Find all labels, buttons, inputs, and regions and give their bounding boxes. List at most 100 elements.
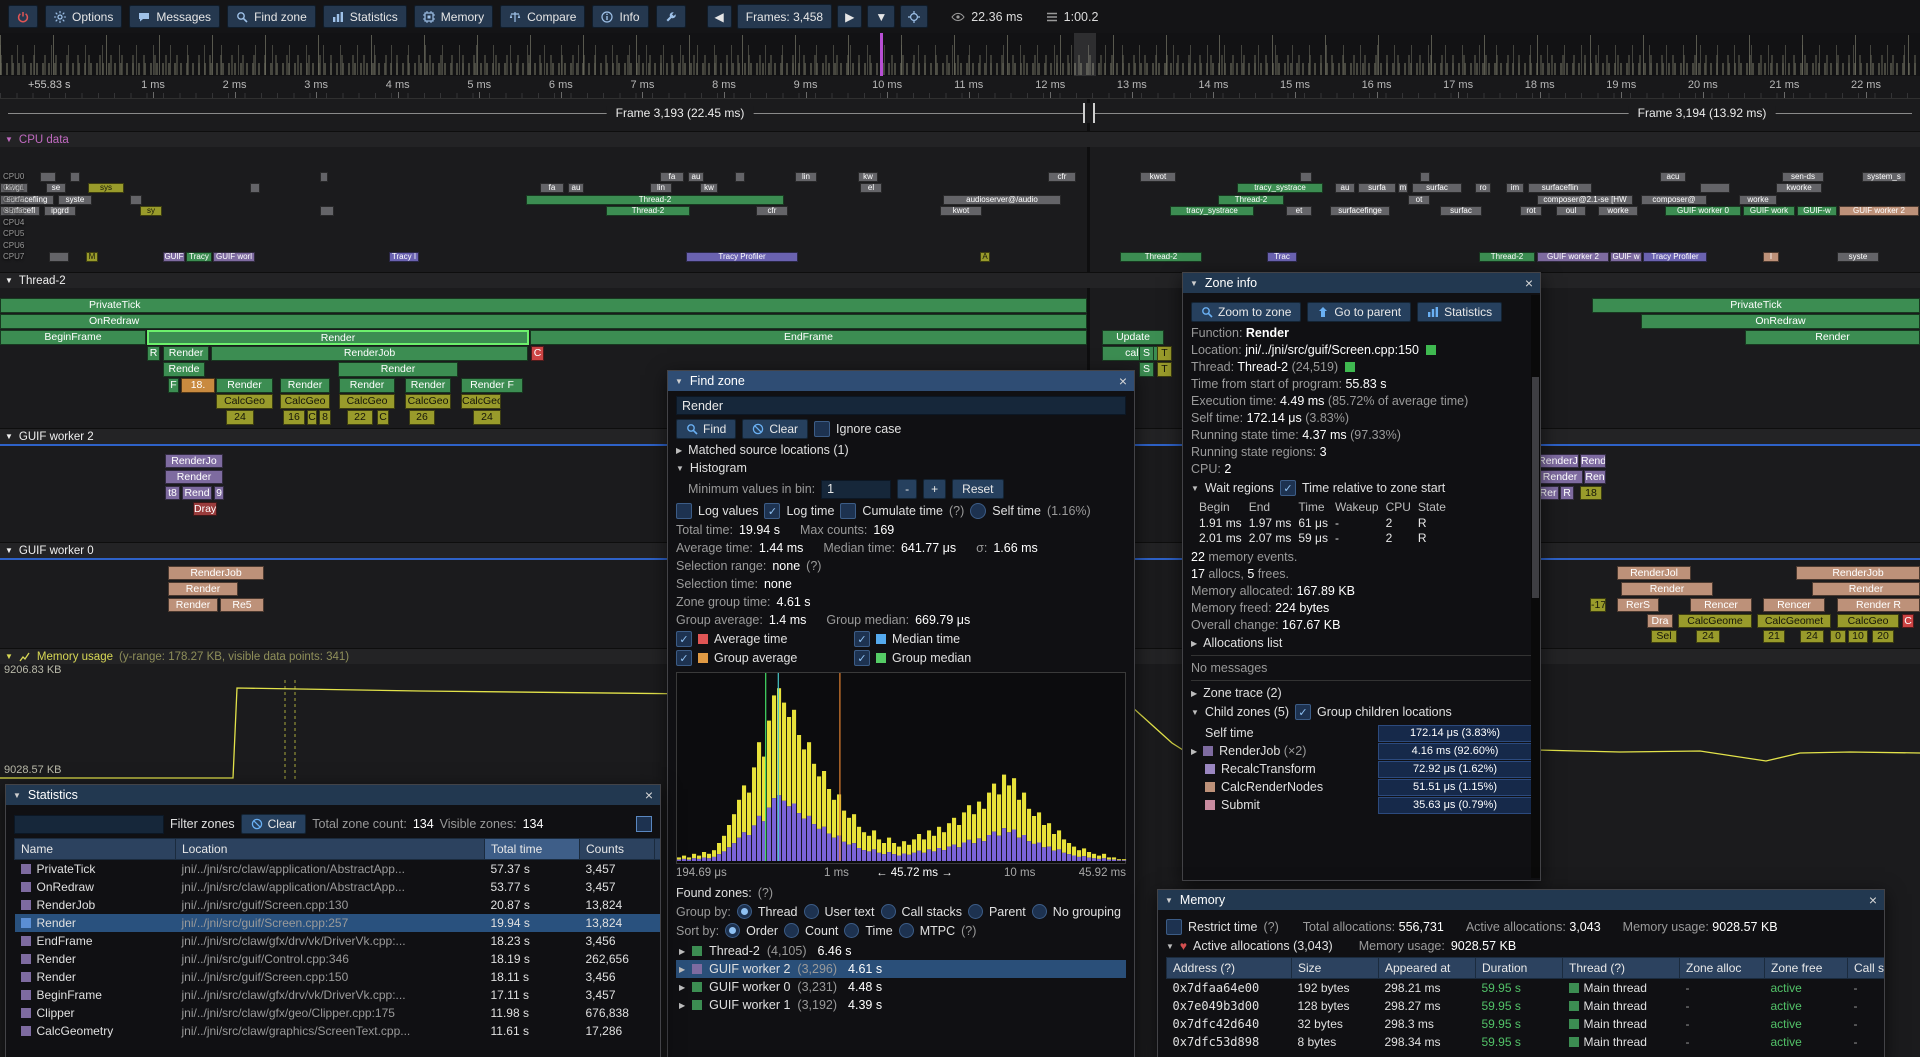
timeline-zone[interactable]: F bbox=[168, 378, 179, 393]
timeline-zone[interactable]: lin bbox=[650, 183, 672, 193]
collapse-icon[interactable]: ▼ bbox=[5, 276, 13, 285]
timeline-zone[interactable]: A bbox=[980, 252, 990, 262]
close-icon[interactable]: × bbox=[1118, 373, 1127, 389]
bin-input[interactable] bbox=[821, 479, 892, 499]
frame-label-right[interactable]: Frame 3,194 (13.92 ms) bbox=[1628, 106, 1776, 120]
timeline-zone[interactable]: el bbox=[860, 183, 882, 193]
timeline-zone[interactable]: Tracy Profiler bbox=[686, 252, 798, 262]
collapse-icon[interactable]: ▼ bbox=[675, 376, 683, 386]
timeline-zone[interactable]: 16 bbox=[283, 410, 305, 425]
memory-button[interactable]: Memory bbox=[413, 5, 494, 28]
timeline-zone[interactable]: kwgr bbox=[0, 183, 28, 193]
timeline-zone[interactable]: Render bbox=[338, 362, 458, 377]
column-header-name[interactable]: Name bbox=[14, 838, 176, 860]
collapse-icon[interactable]: ▼ bbox=[1190, 278, 1198, 288]
timeline-zone[interactable]: system_s bbox=[1862, 172, 1906, 182]
legend-checkbox[interactable] bbox=[854, 631, 870, 647]
allocations-list-toggle[interactable]: ▶ Allocations list bbox=[1191, 636, 1283, 650]
timeline-zone[interactable]: Rencer bbox=[1690, 598, 1752, 612]
scrollbar[interactable] bbox=[1531, 295, 1540, 878]
timeline-zone[interactable]: CalcGeo bbox=[461, 394, 501, 409]
timeline-zone[interactable]: Render R bbox=[1837, 598, 1920, 612]
timeline-zone[interactable]: RenderJob bbox=[211, 346, 528, 361]
timeline-zone[interactable]: Thread-2 bbox=[1120, 252, 1202, 262]
close-icon[interactable]: × bbox=[1524, 275, 1533, 291]
timeline-zone[interactable]: Render bbox=[168, 598, 218, 612]
checkbox-log-time[interactable] bbox=[764, 503, 781, 519]
timeline-zone[interactable]: lin bbox=[795, 172, 817, 182]
timeline-zone[interactable]: 22 bbox=[347, 410, 373, 425]
statistics-row[interactable]: Clipper jni/../jni/src/claw/gfx/geo/Clipp… bbox=[15, 1004, 661, 1022]
column-header-thread-[interactable]: Thread (?) bbox=[1562, 957, 1680, 979]
zone-info-titlebar[interactable]: ▼ Zone info × bbox=[1183, 273, 1540, 293]
column-header-address-[interactable]: Address (?) bbox=[1166, 957, 1292, 979]
column-header-counts[interactable]: Counts bbox=[579, 838, 655, 860]
timeline-zone[interactable]: I bbox=[1763, 252, 1779, 262]
statistics-row[interactable]: Render jni/../jni/src/guif/Screen.cpp:257… bbox=[14, 914, 660, 932]
messages-button[interactable]: Messages bbox=[129, 5, 221, 28]
radio-parent[interactable] bbox=[967, 904, 983, 919]
go-to-parent-button[interactable]: Go to parent bbox=[1307, 302, 1412, 322]
timeline-zone[interactable]: Rend bbox=[1580, 454, 1606, 468]
column-header-duration[interactable]: Duration bbox=[1475, 957, 1563, 979]
close-icon[interactable]: × bbox=[1868, 892, 1877, 908]
collapse-icon[interactable]: ▼ bbox=[13, 790, 21, 800]
timeline-zone[interactable]: T bbox=[1157, 362, 1172, 377]
checkbox-log-values[interactable] bbox=[676, 503, 692, 519]
expand-icon[interactable]: ▶ bbox=[679, 982, 686, 992]
timeline-zone[interactable]: 20 bbox=[1872, 630, 1894, 643]
timeline-zone[interactable]: CalcGeomet bbox=[1757, 614, 1831, 628]
collapse-icon[interactable]: ▼ bbox=[1165, 895, 1173, 905]
timeline-zone[interactable]: Render bbox=[163, 346, 209, 361]
checkbox-self-time[interactable] bbox=[970, 503, 987, 519]
timeline-zone[interactable]: Render bbox=[168, 582, 238, 596]
timeline-zone[interactable]: ipgrd bbox=[44, 206, 76, 216]
timeline-zone[interactable]: se bbox=[46, 183, 66, 193]
timeline-zone[interactable]: 18 bbox=[1580, 486, 1602, 500]
timeline-zone[interactable]: 21 bbox=[1763, 630, 1785, 643]
timeline-zone[interactable]: CalcGeo bbox=[405, 394, 451, 409]
time-relative-checkbox[interactable] bbox=[1279, 480, 1296, 496]
checkbox-cumulate-time[interactable] bbox=[840, 503, 857, 519]
timeline-zone[interactable]: surfacefling bbox=[0, 195, 54, 205]
timeline-zone[interactable]: Trac bbox=[1267, 252, 1297, 262]
frames-display[interactable]: Frames: 3,458 bbox=[736, 4, 833, 29]
expand-icon[interactable]: ▶ bbox=[679, 946, 686, 956]
timeline-zone[interactable]: surfacefinge bbox=[1330, 206, 1390, 216]
timeline-zone[interactable]: PrivateTick bbox=[0, 298, 1087, 313]
timeline-zone[interactable]: RenderJo bbox=[165, 454, 223, 468]
timeline-zone[interactable]: composer@2.1-se [HW bbox=[1537, 195, 1633, 205]
timeline-zone[interactable]: -17 bbox=[1590, 598, 1606, 612]
legend-checkbox[interactable] bbox=[676, 650, 692, 666]
power-button[interactable] bbox=[8, 5, 38, 28]
timeline-zone[interactable]: GUIF w bbox=[1610, 252, 1642, 262]
found-zone-group[interactable]: ▶ GUIF worker 1 (3,192) 4.39 s bbox=[679, 998, 883, 1012]
radio-call-stacks[interactable] bbox=[880, 904, 896, 919]
timeline-zone[interactable]: worke bbox=[1598, 206, 1638, 216]
timeline-zone[interactable]: sy bbox=[140, 206, 162, 216]
timeline-zone[interactable]: C bbox=[531, 346, 544, 361]
column-header-call-stack[interactable]: Call stack bbox=[1847, 957, 1884, 979]
timeline-zone[interactable]: Render bbox=[339, 378, 395, 393]
timeline-zone[interactable]: GUIF worker 2 bbox=[1537, 252, 1609, 262]
restrict-time-checkbox[interactable] bbox=[1166, 919, 1182, 935]
timeline-zone[interactable]: acu bbox=[1660, 172, 1686, 182]
bin-increase-button[interactable]: + bbox=[923, 479, 947, 499]
clear-filter-button[interactable]: Clear bbox=[240, 814, 307, 834]
radio-thread[interactable] bbox=[736, 904, 752, 919]
timeline-zone[interactable]: 8 bbox=[319, 410, 331, 425]
timeline-zone[interactable]: rot bbox=[1520, 206, 1542, 216]
allocation-row[interactable]: 0x7dfaa64e00 192 bytes 298.21 ms 59.95 s Mai… bbox=[1172, 981, 1858, 995]
timeline-zone[interactable]: GUIF worker 2 bbox=[1839, 206, 1919, 216]
minimap-view-region[interactable] bbox=[1074, 33, 1096, 76]
statistics-row[interactable]: PrivateTick jni/../jni/src/claw/applicati… bbox=[15, 860, 661, 879]
frame-label-left[interactable]: Frame 3,193 (22.45 ms) bbox=[606, 106, 754, 120]
radio-order[interactable] bbox=[725, 923, 741, 938]
reset-button[interactable]: Reset bbox=[952, 479, 1004, 499]
timeline-zone[interactable]: sys bbox=[88, 183, 124, 193]
timeline-zone[interactable]: 24 bbox=[226, 410, 254, 425]
timeline-zone[interactable]: Render bbox=[1537, 470, 1583, 484]
timeline-zone[interactable]: C bbox=[307, 410, 317, 425]
find-zone-titlebar[interactable]: ▼ Find zone × bbox=[668, 371, 1134, 391]
column-header-zone-free[interactable]: Zone free bbox=[1764, 957, 1848, 979]
